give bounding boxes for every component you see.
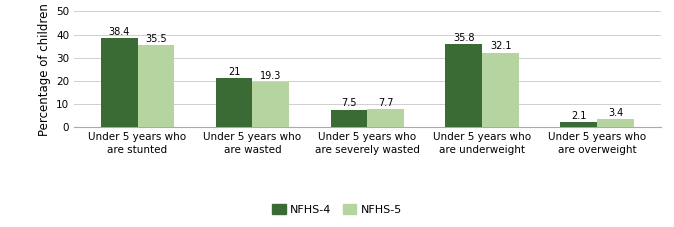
Bar [330, 110, 367, 127]
Text: 35.8: 35.8 [453, 33, 474, 43]
Bar [446, 44, 482, 127]
Bar [101, 38, 137, 127]
Legend: NFHS-4, NFHS-5: NFHS-4, NFHS-5 [268, 200, 406, 219]
Y-axis label: Percentage of children: Percentage of children [38, 3, 51, 136]
Text: 7.7: 7.7 [378, 98, 394, 108]
Bar [560, 122, 597, 127]
Bar [367, 109, 404, 127]
Bar [482, 53, 519, 127]
Bar [216, 79, 253, 127]
Text: 3.4: 3.4 [608, 108, 623, 118]
Text: 2.1: 2.1 [571, 111, 586, 121]
Bar [137, 45, 175, 127]
Text: 7.5: 7.5 [341, 98, 357, 108]
Text: 21: 21 [228, 67, 240, 77]
Bar [597, 119, 634, 127]
Bar [253, 82, 289, 127]
Text: 32.1: 32.1 [490, 41, 512, 51]
Text: 38.4: 38.4 [109, 27, 130, 37]
Text: 35.5: 35.5 [145, 34, 166, 44]
Text: 19.3: 19.3 [260, 71, 282, 81]
